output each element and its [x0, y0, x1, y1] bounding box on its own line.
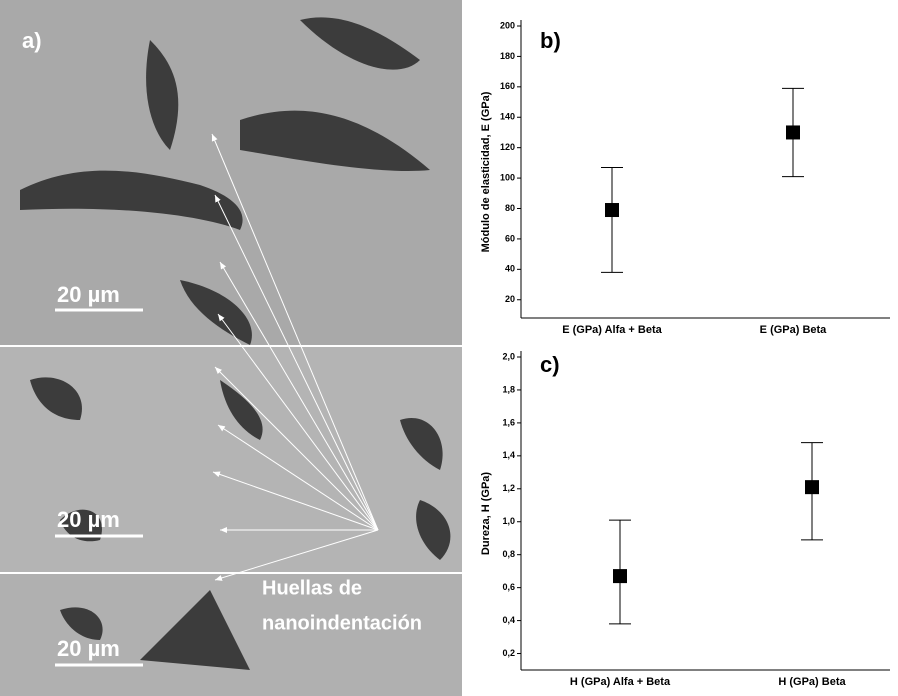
y-tick-label: 140 — [500, 112, 515, 122]
y-tick-label: 80 — [505, 203, 515, 213]
y-axis-label: Dureza, H (GPa) — [480, 472, 492, 555]
scale-bar-label: 20 µm — [57, 282, 120, 307]
panel-label: c) — [540, 352, 560, 377]
y-tick-label: 0,6 — [502, 582, 515, 592]
marker — [786, 125, 800, 140]
marker — [613, 569, 627, 584]
y-tick-label: 20 — [505, 294, 515, 304]
y-tick-label: 160 — [500, 81, 515, 91]
marker — [605, 203, 619, 218]
marker — [805, 480, 819, 495]
annotation: Huellas de — [262, 577, 362, 599]
y-tick-label: 1,0 — [502, 516, 515, 526]
y-tick-label: 100 — [500, 172, 515, 182]
annotation: nanoindentación — [262, 612, 422, 634]
y-tick-label: 0,4 — [502, 615, 515, 625]
scale-bar-label: 20 µm — [57, 636, 120, 661]
arrows — [211, 133, 379, 581]
panel-label: b) — [540, 28, 561, 53]
y-tick-label: 60 — [505, 233, 515, 243]
x-tick-label: H (GPa) Beta — [778, 676, 846, 688]
y-tick-label: 180 — [500, 51, 515, 61]
y-tick-label: 120 — [500, 142, 515, 152]
y-tick-label: 0,8 — [502, 549, 515, 559]
micrograph-panel — [0, 347, 462, 572]
y-tick-label: 1,8 — [502, 384, 515, 394]
y-tick-label: 0,2 — [502, 648, 515, 658]
y-tick-label: 1,2 — [502, 483, 515, 493]
y-axis-label: Módulo de elasticidad, E (GPa) — [480, 91, 492, 252]
phase-blobs — [20, 17, 451, 670]
x-tick-label: E (GPa) Alfa + Beta — [562, 324, 662, 336]
y-tick-label: 1,4 — [502, 450, 515, 460]
y-tick-label: 200 — [500, 20, 515, 30]
y-tick-label: 40 — [505, 264, 515, 274]
panel-label: a) — [22, 28, 42, 53]
micrograph: a) 20 µm 20 µm 20 µm Huellas de nanoinde… — [0, 0, 462, 696]
y-tick-label: 1,6 — [502, 417, 515, 427]
x-tick-label: E (GPa) Beta — [760, 324, 828, 336]
scale-bars — [55, 308, 143, 667]
scale-bar-label: 20 µm — [57, 507, 120, 532]
y-tick-label: 2,0 — [502, 351, 515, 361]
x-tick-label: H (GPa) Alfa + Beta — [570, 676, 671, 688]
